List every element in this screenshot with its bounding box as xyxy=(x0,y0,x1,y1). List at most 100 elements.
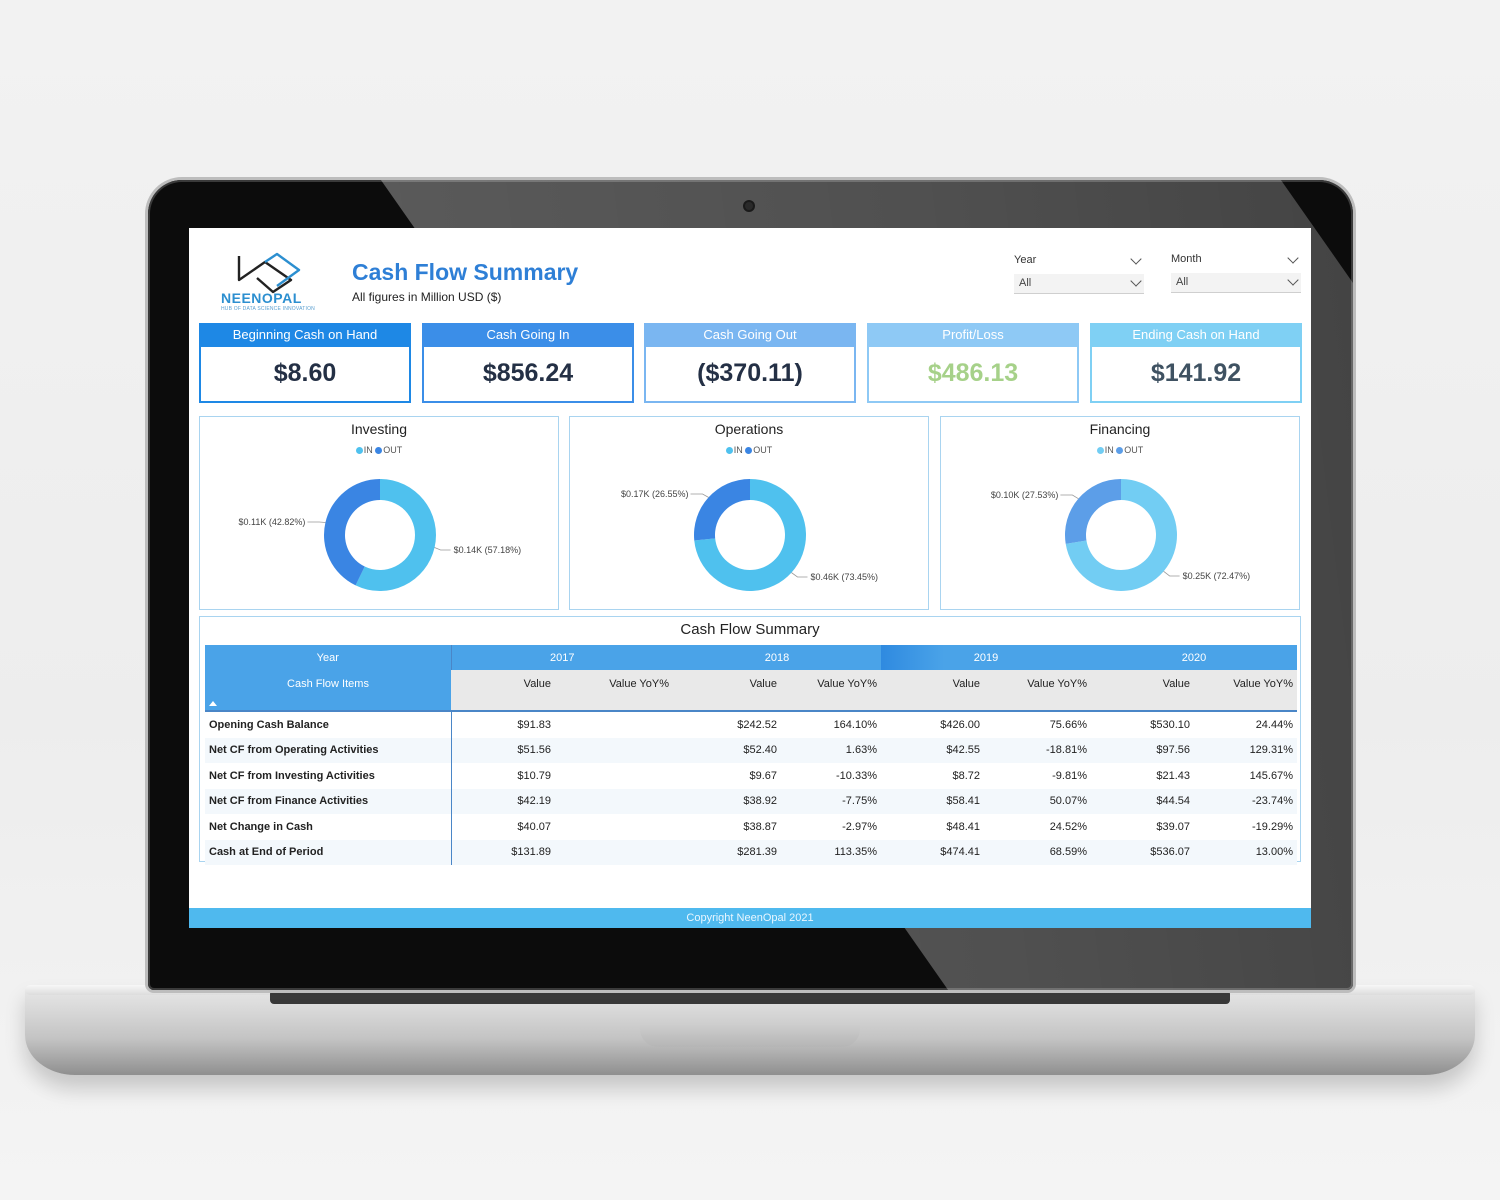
table-row[interactable]: Net CF from Investing Activities $10.79 $9… xyxy=(205,763,1297,789)
cell-yoy: -18.81% xyxy=(984,737,1091,763)
col-value[interactable]: Value xyxy=(451,670,555,711)
cell-yoy: -19.29% xyxy=(1252,820,1293,833)
row-item-label: Net CF from Finance Activities xyxy=(205,788,452,814)
col-yoy[interactable]: Value YoY% xyxy=(984,670,1091,711)
label-leader-line xyxy=(1060,494,1079,500)
legend-dot-out xyxy=(745,447,753,454)
cell-yoy xyxy=(555,839,673,865)
cell-value: $40.07 xyxy=(517,820,551,833)
legend-in-label: IN xyxy=(733,445,743,455)
laptop-notch xyxy=(640,1025,860,1047)
cell-value: $242.52 xyxy=(673,710,781,738)
cell-yoy xyxy=(555,814,673,840)
row-item-label: Net CF from Operating Activities xyxy=(205,737,452,763)
chevron-down-icon[interactable] xyxy=(1287,252,1299,264)
year-2018-header[interactable]: 2018 xyxy=(673,645,881,670)
year-2019-header[interactable]: 2019 xyxy=(881,645,1091,670)
cell-yoy: -7.75% xyxy=(781,788,881,814)
column-header-row: Cash Flow Items Value Value YoY% Value V… xyxy=(205,670,1297,711)
cell-value: $21.43 xyxy=(1156,769,1190,782)
legend-dot-in xyxy=(355,447,363,454)
cell-yoy: 24.52% xyxy=(1049,820,1087,833)
table-row[interactable]: Opening Cash Balance $91.83 $242.52 164.10%… xyxy=(205,710,1297,738)
cash-flow-table-panel: Cash Flow Summary Year 2017 2018 2019 20… xyxy=(199,616,1301,865)
neenopal-logo-icon xyxy=(237,252,301,294)
table-row[interactable]: Net CF from Finance Activities $42.19 $38.… xyxy=(205,788,1297,814)
cell-yoy xyxy=(555,710,673,738)
table-row[interactable]: Net Change in Cash $40.07 $38.87 -2.97% $48.… xyxy=(205,814,1297,840)
donut-chart: $0.11K (42.82%) $0.14K (57.18%) xyxy=(239,479,522,591)
table-row[interactable]: Net CF from Operating Activities $51.56 $5… xyxy=(205,737,1297,763)
year-2017-header[interactable]: 2017 xyxy=(451,645,673,670)
cell-yoy: 24.44% xyxy=(1194,710,1297,738)
dashboard-screen: NEENOPAL HUB OF DATA SCIENCE INNOVATION … xyxy=(189,228,1311,928)
donut-slice-in[interactable] xyxy=(694,479,806,591)
legend-dot-out xyxy=(1116,447,1124,454)
kpi-header: Cash Going Out xyxy=(646,325,854,347)
col-value[interactable]: Value xyxy=(1091,670,1194,711)
cell-value: $8.72 xyxy=(952,769,980,782)
table-title: Cash Flow Summary xyxy=(680,621,820,638)
col-yoy[interactable]: Value YoY% xyxy=(555,670,673,711)
kpi-header: Cash Going In xyxy=(424,325,632,347)
kpi-card-cash-going-in: Cash Going In $856.24 xyxy=(422,323,634,403)
legend-in-label: IN xyxy=(1104,445,1114,455)
donut-slice-out[interactable] xyxy=(1065,479,1121,544)
cell-value: $9.67 xyxy=(749,769,777,782)
col-yoy[interactable]: Value YoY% xyxy=(781,670,881,711)
cell-yoy: 68.59% xyxy=(984,839,1091,865)
cell-yoy xyxy=(555,788,673,814)
chevron-down-icon xyxy=(1130,275,1142,287)
legend-out-label: OUT xyxy=(383,445,403,455)
cell-value: $44.54 xyxy=(1091,788,1194,814)
cell-value: $474.41 xyxy=(881,839,984,865)
cell-yoy: 75.66% xyxy=(984,710,1091,738)
camera-icon xyxy=(745,202,753,210)
table-row[interactable]: Cash at End of Period $131.89 $281.39 113.3… xyxy=(205,839,1297,865)
donut-label-out: $0.11K (42.82%) xyxy=(239,517,306,527)
cell-value: $426.00 xyxy=(881,710,984,738)
legend-out-label: OUT xyxy=(753,445,773,455)
legend-dot-in xyxy=(1096,447,1104,454)
donut-legend: IN OUT xyxy=(941,445,1299,455)
year-select[interactable]: All xyxy=(1014,274,1144,294)
kpi-value: ($370.11) xyxy=(697,359,803,387)
kpi-header: Profit/Loss xyxy=(869,325,1077,347)
donut-slice-in[interactable] xyxy=(355,479,436,591)
donut-panel-financing: Financing IN OUT $0.10K (27.53%) $0.25K (… xyxy=(940,416,1300,610)
donut-chart: $0.17K (26.55%) $0.46K (73.45%) xyxy=(621,479,878,591)
chevron-down-icon[interactable] xyxy=(1130,253,1142,265)
cell-value: $52.40 xyxy=(673,737,781,763)
year-filter-label: Year xyxy=(1014,254,1037,266)
year-header: Year xyxy=(205,645,452,670)
month-filter: Month All xyxy=(1171,252,1301,293)
donut-slice-out[interactable] xyxy=(694,479,750,541)
cell-yoy: 113.35% xyxy=(781,839,881,865)
kpi-card-cash-going-out: Cash Going Out ($370.11) xyxy=(644,323,856,403)
col-yoy[interactable]: Value YoY% xyxy=(1194,670,1297,711)
sort-ascending-icon[interactable] xyxy=(209,701,217,706)
donut-slice-out[interactable] xyxy=(324,479,380,586)
donut-label-in: $0.46K (73.45%) xyxy=(810,572,878,582)
col-value[interactable]: Value xyxy=(673,670,781,711)
donut-legend: IN OUT xyxy=(200,445,558,455)
label-leader-line xyxy=(1163,571,1180,577)
kpi-value: $141.92 xyxy=(1150,359,1242,387)
cell-yoy: 13.00% xyxy=(1194,839,1297,865)
cash-flow-items-header[interactable]: Cash Flow Items xyxy=(205,670,451,711)
logo-wordmark: NEENOPAL xyxy=(221,290,302,306)
col-value[interactable]: Value xyxy=(881,670,984,711)
kpi-card-profit-loss: Profit/Loss $486.13 xyxy=(867,323,1079,403)
footer-copyright: Copyright NeenOpal 2021 xyxy=(189,908,1311,928)
legend-dot-in xyxy=(725,447,733,454)
cell-value: $38.92 xyxy=(673,788,781,814)
donut-slice-in[interactable] xyxy=(1065,479,1177,591)
cell-value: $42.19 xyxy=(451,788,555,814)
donut-label-in: $0.14K (57.18%) xyxy=(454,545,522,555)
month-select[interactable]: All xyxy=(1171,273,1301,293)
cell-yoy: 50.07% xyxy=(984,788,1091,814)
kpi-card-ending-cash: Ending Cash on Hand $141.92 xyxy=(1090,323,1302,403)
cell-value: $39.07 xyxy=(1156,820,1190,833)
year-2020-header[interactable]: 2020 xyxy=(1091,645,1297,670)
month-filter-label: Month xyxy=(1171,253,1202,265)
